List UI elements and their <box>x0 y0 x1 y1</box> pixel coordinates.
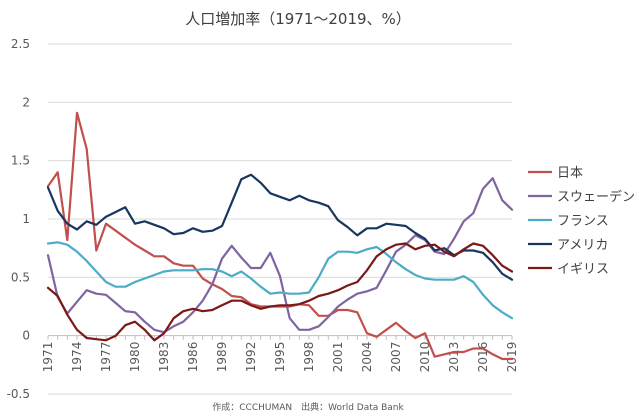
x-tick-label: 2004 <box>360 342 374 373</box>
x-tick-label: 2010 <box>418 342 432 373</box>
series-lines <box>46 111 514 361</box>
x-tick-label: 1971 <box>41 342 55 373</box>
x-tick-label: 1983 <box>157 342 171 373</box>
legend-label: フランス <box>557 214 609 229</box>
y-tick-label: 1.5 <box>11 154 30 168</box>
series-line-4 <box>46 242 514 342</box>
x-tick-label: 1989 <box>215 342 229 373</box>
x-tick-label: 2001 <box>331 342 345 373</box>
x-tick-label: 2019 <box>505 342 519 373</box>
y-axis-ticks: 2.5 2 1.5 1 0.5 0 -0.5 <box>7 37 30 401</box>
x-tick-label: 1998 <box>302 342 316 373</box>
x-axis-ticks: 1971 1974 1977 1980 1983 1986 1989 1992 1995 1998… <box>41 335 519 373</box>
x-tick-label: 1992 <box>244 342 258 373</box>
x-tick-label: 1974 <box>70 342 84 373</box>
x-tick-label: 2007 <box>389 342 403 373</box>
gridlines <box>48 43 512 395</box>
x-tick-label: 1977 <box>99 342 113 373</box>
y-tick-label: 0 <box>22 329 30 343</box>
source-note: 作成：CCCHUMAN 出典：World Data Bank <box>212 401 404 413</box>
y-tick-label: -0.5 <box>7 387 30 401</box>
x-tick-label: 1986 <box>186 342 200 373</box>
legend-label: アメリカ <box>557 238 608 253</box>
series-line-3 <box>46 173 514 281</box>
y-tick-label: 0.5 <box>11 270 30 284</box>
legend-label: 日本 <box>557 166 583 181</box>
x-tick-label: 2013 <box>447 342 461 373</box>
chart-title: 人口増加率（1971〜2019、%） <box>185 10 411 28</box>
y-tick-label: 2.5 <box>11 37 30 51</box>
series-line-0 <box>46 111 514 361</box>
x-tick-label: 1980 <box>128 342 142 373</box>
series-line-2 <box>46 241 514 320</box>
legend-label: イギリス <box>557 262 609 277</box>
series-line-1 <box>46 177 514 334</box>
x-tick-label: 1995 <box>273 342 287 373</box>
legend-label: スウェーデン <box>557 189 635 205</box>
y-tick-label: 2 <box>22 95 30 109</box>
y-tick-label: 1 <box>22 212 30 226</box>
x-tick-label: 2016 <box>476 342 490 373</box>
